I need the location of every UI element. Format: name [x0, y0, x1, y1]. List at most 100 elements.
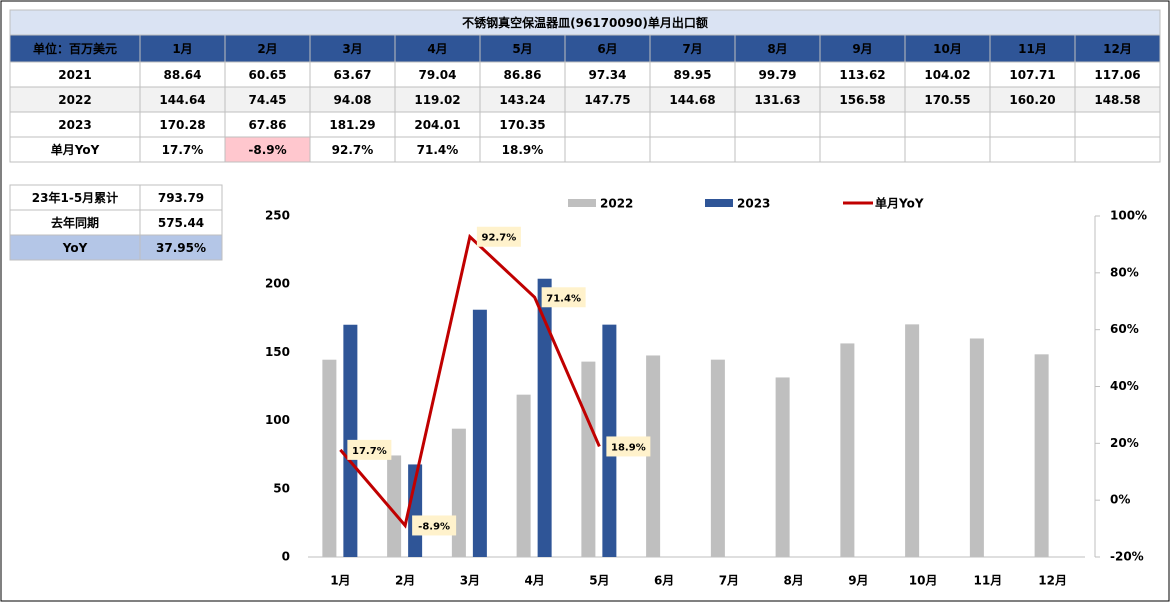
- y-tick-label: 0: [282, 550, 290, 564]
- cell-text: 23年1-5月累计: [32, 190, 118, 205]
- x-tick-label: 3月: [460, 574, 480, 588]
- y2-tick-label: 60%: [1110, 322, 1139, 336]
- cell-text: 97.34: [589, 68, 627, 82]
- table-cell: [819, 34, 906, 63]
- y-tick-label: 150: [265, 345, 290, 359]
- bar: [840, 343, 855, 557]
- cell-text: 79.04: [419, 68, 457, 82]
- cell-text: 10月: [933, 42, 962, 56]
- cell-text: 11月: [1018, 42, 1047, 56]
- table-cell: [224, 136, 311, 163]
- table-cell: [9, 136, 141, 163]
- cell-text: 2022: [58, 93, 91, 107]
- cell-text: 1月: [172, 42, 192, 56]
- cell-text: 37.95%: [156, 241, 206, 255]
- table-cell: [904, 34, 991, 63]
- cell-text: -8.9%: [248, 143, 286, 157]
- table-cell: [564, 34, 651, 63]
- y2-tick-label: 100%: [1110, 209, 1147, 223]
- bar: [322, 359, 337, 557]
- cell-text: 88.64: [164, 68, 202, 82]
- cell-text: 2月: [257, 42, 277, 56]
- data-label: 18.9%: [611, 442, 646, 453]
- x-tick-label: 5月: [589, 574, 609, 588]
- table-cell: [564, 136, 651, 163]
- cell-text: 181.29: [329, 118, 375, 132]
- legend-swatch: [705, 199, 733, 207]
- bar: [646, 355, 661, 557]
- cell-text: 去年同期: [51, 215, 99, 230]
- cell-text: 119.02: [414, 93, 460, 107]
- y-tick-label: 50: [273, 481, 290, 495]
- table-cell: [394, 136, 481, 163]
- bar: [581, 361, 596, 557]
- table-cell: [564, 111, 651, 138]
- y2-tick-label: 0%: [1110, 493, 1130, 507]
- table-cell: [1074, 61, 1161, 88]
- cell-text: 107.71: [1009, 68, 1055, 82]
- cell-text: 99.79: [759, 68, 797, 82]
- y-tick-label: 250: [265, 209, 290, 223]
- table-cell: [9, 61, 141, 88]
- table-cell: [309, 86, 396, 113]
- cell-text: 94.08: [334, 93, 372, 107]
- cell-text: 74.45: [249, 93, 287, 107]
- table-cell: [139, 136, 226, 163]
- table-cell: [1074, 136, 1161, 163]
- cell-text: 17.7%: [162, 143, 204, 157]
- table-cell: [649, 34, 736, 63]
- table-cell: [139, 61, 226, 88]
- x-tick-label: 6月: [654, 574, 674, 588]
- bar: [516, 394, 531, 557]
- table-cell: [9, 209, 141, 236]
- table-cell: [819, 111, 906, 138]
- table-cell: [139, 234, 223, 261]
- cell-text: 86.86: [504, 68, 542, 82]
- cell-text: 9月: [852, 42, 872, 56]
- bar: [775, 377, 790, 557]
- table-cell: [224, 86, 311, 113]
- x-tick-label: 12月: [1038, 574, 1067, 588]
- cell-text: 12月: [1103, 42, 1132, 56]
- cell-text: 71.4%: [417, 143, 459, 157]
- cell-text: 67.86: [249, 118, 287, 132]
- x-tick-label: 1月: [330, 574, 350, 588]
- bar: [387, 455, 402, 557]
- cell-text: 793.79: [158, 191, 204, 205]
- y-tick-label: 200: [265, 277, 290, 291]
- x-tick-label: 10月: [909, 574, 938, 588]
- x-tick-label: 2月: [395, 574, 415, 588]
- cell-text: 2021: [58, 68, 91, 82]
- cell-text: 204.01: [414, 118, 460, 132]
- bar: [969, 338, 984, 557]
- cell-text: 5月: [512, 42, 532, 56]
- cell-text: 60.65: [249, 68, 287, 82]
- y2-tick-label: 20%: [1110, 436, 1139, 450]
- table-cell: [9, 34, 141, 63]
- table-cell: [9, 184, 141, 211]
- y2-tick-label: 40%: [1110, 379, 1139, 393]
- cell-text: 144.64: [159, 93, 205, 107]
- data-label-box: [606, 436, 651, 457]
- data-label-box: [412, 515, 457, 536]
- cell-text: 170.28: [159, 118, 205, 132]
- table-cell: [989, 111, 1076, 138]
- cell-text: 104.02: [924, 68, 970, 82]
- cell-text: 160.20: [1009, 93, 1055, 107]
- legend-swatch: [568, 199, 596, 207]
- cell-text: 144.68: [669, 93, 715, 107]
- bar: [472, 309, 487, 557]
- cell-text: 131.63: [754, 93, 800, 107]
- table-cell: [1074, 34, 1161, 63]
- cell-text: 7月: [682, 42, 702, 56]
- cell-text: 156.58: [839, 93, 885, 107]
- x-tick-label: 9月: [848, 574, 868, 588]
- data-label: 92.7%: [482, 233, 517, 244]
- y2-tick-label: -20%: [1110, 550, 1144, 564]
- cell-text: 113.62: [839, 68, 885, 82]
- table-cell: [649, 61, 736, 88]
- data-label: 71.4%: [546, 293, 581, 304]
- cell-text: 3月: [342, 42, 362, 56]
